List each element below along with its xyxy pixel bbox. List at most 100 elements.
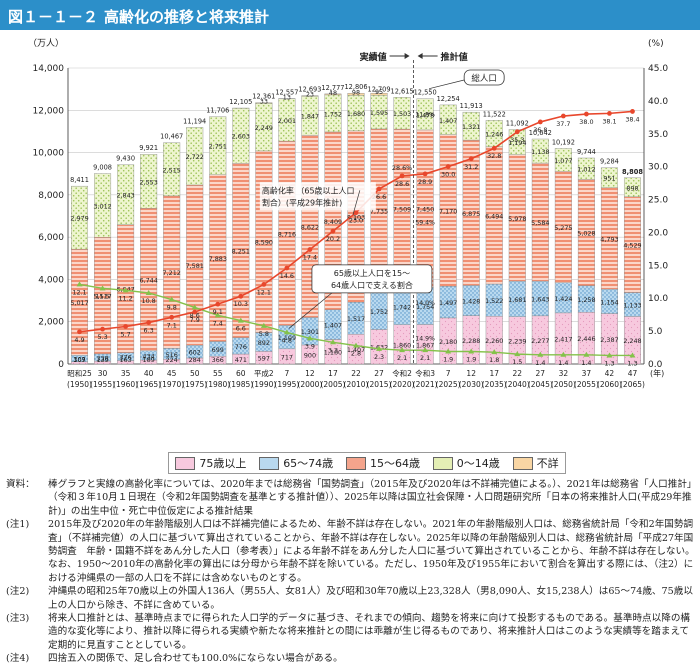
x-tick-label: 45	[167, 369, 177, 378]
x-tick-label: 35	[121, 369, 131, 378]
y-left-tick-label: 14,000	[33, 64, 65, 74]
note-label: (注3)	[6, 612, 48, 652]
note-2: (注2) 沖縄県の昭和25年70歳以上の外国人136人（男55人、女81人）及び…	[6, 585, 696, 612]
total-value-label: 9,008	[93, 164, 112, 172]
support-ratio-label: 1.9	[443, 356, 453, 364]
legend-swatch	[433, 457, 453, 470]
support-ratio-label: 11.5	[95, 292, 109, 300]
segment-value-label: 471	[235, 356, 247, 364]
x-axis-unit: (年)	[650, 368, 664, 378]
segment-value-label: 1,522	[485, 297, 503, 305]
segment-value-label: 3,012	[93, 202, 111, 210]
legend: 75歳以上 65～74歳 15～64歳 0～14歳 不詳	[168, 452, 566, 474]
x-tick-sublabel: (2000)	[297, 380, 322, 389]
aging-rate-point	[492, 146, 497, 151]
segment-value-label: 2,288	[462, 337, 480, 345]
segment-value-label: 2,979	[70, 215, 88, 223]
x-tick-label: 60	[236, 369, 246, 378]
aging-rate-label: 20.2	[326, 235, 340, 243]
x-tick-label: 27	[374, 369, 384, 378]
support-ratio-label: 1.3	[627, 359, 637, 367]
aging-rate-label: 9.1	[213, 308, 223, 316]
total-value-label: 12,615	[391, 87, 414, 95]
segment-value-label: 1,742	[393, 303, 411, 311]
actual-arrowhead	[405, 53, 410, 59]
total-value-label: 11,522	[483, 110, 506, 118]
aging-rate-label: 7.9	[190, 316, 200, 324]
total-value-label: 12,254	[437, 95, 460, 103]
segment-value-label: 309	[73, 355, 85, 363]
aging-rate-label: 36.8	[533, 126, 547, 134]
total-value-label: 12,693	[298, 86, 321, 94]
aging-rate-point	[261, 282, 266, 287]
x-tick-sublabel: (1975)	[182, 380, 207, 389]
x-tick-sublabel: (1965)	[136, 380, 161, 389]
segment-value-label: 602	[189, 349, 201, 357]
note-label: (注1)	[6, 518, 48, 585]
x-tick-sublabel: (2020)	[390, 380, 415, 389]
legend-item-over75: 75歳以上	[175, 455, 246, 471]
x-tick-sublabel: (1980)	[205, 380, 230, 389]
segment-value-label: 1,752	[324, 110, 342, 118]
support-ratio-label: 2.1	[397, 354, 407, 362]
segment-value-label: 516	[166, 351, 178, 359]
segment-value-label: 699	[212, 346, 224, 354]
aging-rate-point	[284, 266, 289, 271]
x-tick-sublabel: (1970)	[159, 380, 184, 389]
segment-value-label: 6,494	[485, 212, 503, 220]
y-left-tick-label: 2,000	[38, 318, 64, 328]
legend-swatch	[513, 457, 533, 470]
x-tick-sublabel: (2035)	[482, 380, 507, 389]
aging-rate-point	[100, 327, 105, 332]
aging-rate-label: 30.0	[441, 171, 455, 179]
note-label: 資料：	[6, 478, 48, 518]
segment-value-label: 2,277	[531, 337, 549, 345]
note-text: 沖縄県の昭和25年70歳以上の外国人136人（男55人、女81人）及び昭和30年…	[48, 585, 696, 612]
segment-value-label: 7,883	[209, 255, 227, 263]
x-tick-label: 32	[559, 369, 569, 378]
segment-value-label: 7,170	[439, 207, 457, 215]
total-value-label: 9,921	[139, 144, 158, 152]
support-ratio-label: 2.8	[351, 350, 361, 358]
segment-value-label: 951	[603, 175, 615, 183]
figure-title: 高齢化の推移と将来推計	[104, 6, 269, 27]
x-tick-sublabel: (2005)	[320, 380, 345, 389]
total-value-label: 12,361	[252, 93, 275, 101]
x-tick-label: 47	[628, 369, 638, 378]
total-value-label: 11,092	[506, 119, 529, 127]
support-ratio-label: 3.9	[305, 342, 315, 350]
legend-swatch	[346, 457, 366, 470]
notes: 資料： 棒グラフと実線の高齢化率については、2020年までは総務省「国勢調査」（…	[6, 478, 696, 666]
segment-value-label: 2,001	[278, 117, 296, 125]
x-tick-label: 12	[466, 369, 476, 378]
y-right-tick-label: 5.0	[648, 327, 663, 337]
aging-rate-point	[515, 129, 520, 134]
aging-rate-point	[377, 187, 382, 192]
note-text: 将来人口推計とは、基準時点までに得られた人口学的データに基づき、それまでの傾向、…	[48, 612, 696, 652]
segment-value-label: 2,515	[163, 166, 181, 174]
total-value-label: 12,709	[368, 85, 391, 93]
rate-2021-mid-label: 59.4%	[415, 219, 435, 226]
x-tick-sublabel: (1990)	[251, 380, 276, 389]
actual-label: 実績値	[360, 51, 387, 63]
segment-value-label: 1,133	[623, 301, 641, 309]
aging-rate-point	[123, 324, 128, 329]
aging-rate-label: 7.1	[167, 321, 177, 329]
aging-rate-point	[192, 310, 197, 315]
segment-value-label: 2,180	[439, 338, 457, 346]
aging-rate-point	[77, 329, 82, 334]
support-ratio-label: 12.1	[72, 288, 86, 296]
y-left-axis-label: （万人）	[28, 38, 64, 49]
aging-rate-point	[215, 302, 220, 307]
segment-value-label: 5,275	[554, 224, 572, 232]
y-left-tick-label: 0	[58, 360, 64, 370]
support-ratio-label: 1.4	[535, 359, 545, 367]
segment-value-label: 434	[143, 352, 155, 360]
y-left-tick-label: 6,000	[38, 233, 64, 243]
aging-rate-label: 5.3	[97, 333, 107, 341]
segment-value-label: 8,590	[255, 239, 273, 247]
total-value-label: 9,744	[577, 148, 596, 156]
x-tick-label: 37	[582, 369, 592, 378]
support-ratio-label: 3.3	[328, 346, 338, 354]
x-tick-label: 42	[605, 369, 615, 378]
